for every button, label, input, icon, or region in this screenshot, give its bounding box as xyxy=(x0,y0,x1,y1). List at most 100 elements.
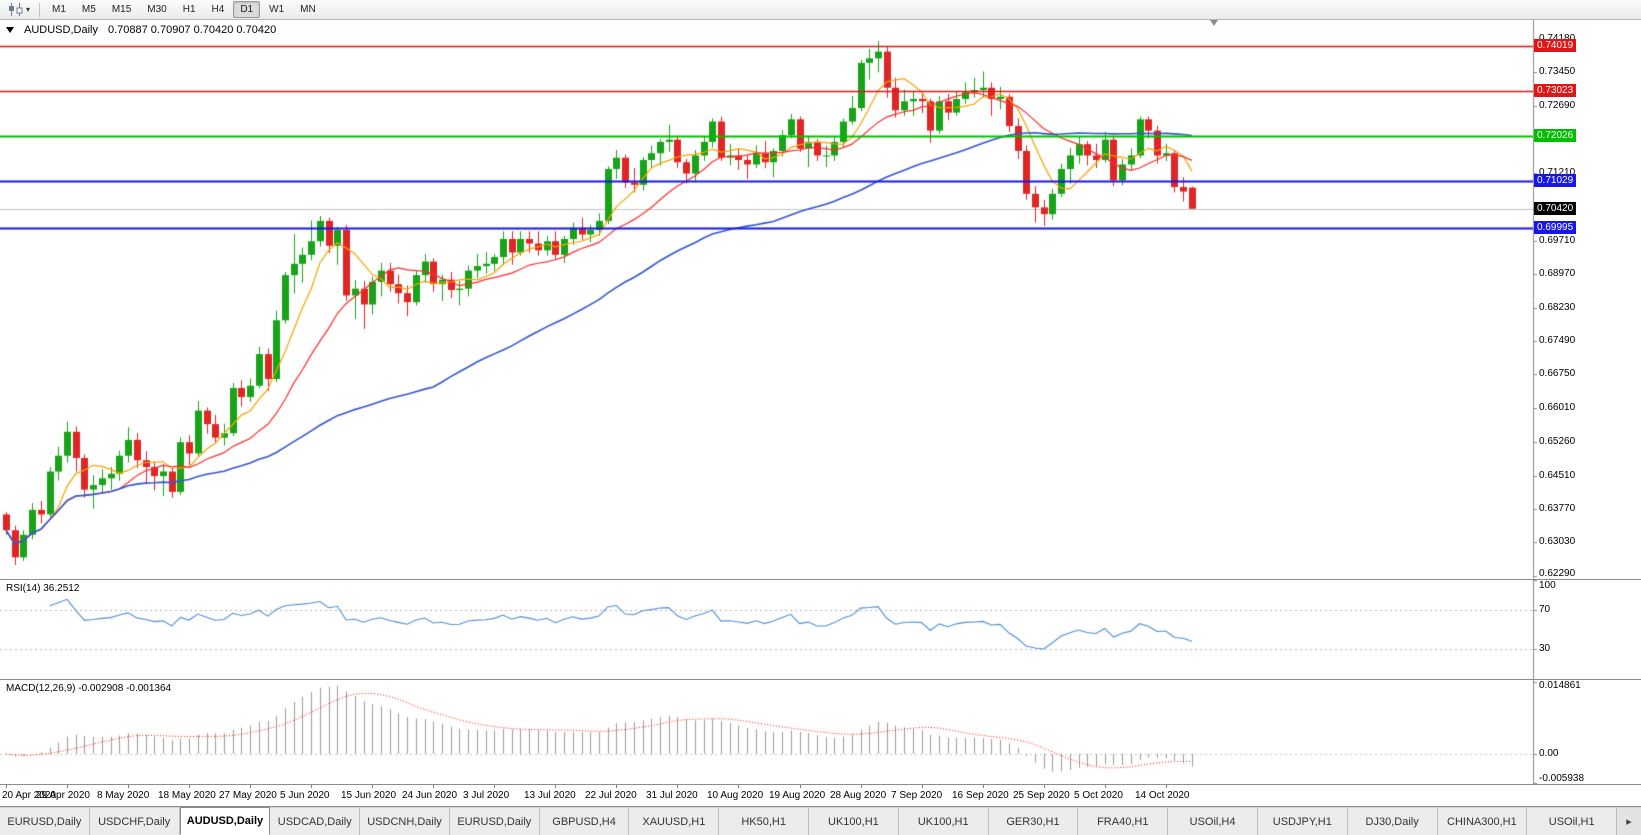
timeframe-button-d1[interactable]: D1 xyxy=(233,1,261,18)
time-axis-label: 15 Jun 2020 xyxy=(341,790,397,801)
price-axis-tick: 0.65260 xyxy=(1539,435,1576,447)
tab-3-usdcad-daily[interactable]: USDCAD,Daily xyxy=(270,807,361,835)
time-axis-tick xyxy=(372,785,373,788)
time-axis-label: 13 Jul 2020 xyxy=(524,790,576,801)
timeframe-toolbar: ▾ M1 M5 M15 M30 H1 H4 D1 W1 MN xyxy=(0,0,1641,20)
tabs-scroll-right-button[interactable]: ▸ xyxy=(1617,807,1641,835)
tab-5-eurusd-daily[interactable]: EURUSD,Daily xyxy=(449,807,540,835)
chart-shift-marker-icon[interactable] xyxy=(1209,20,1218,26)
tab-4-usdcnh-daily[interactable]: USDCNH,Daily xyxy=(360,807,450,835)
chart-menu-arrow-icon[interactable] xyxy=(6,27,14,33)
chart-tab-bar: EURUSD,Daily USDCHF,Daily AUDUSD,Daily USDC… xyxy=(0,807,1641,835)
macd-axis-tick: -0.005938 xyxy=(1539,773,1585,784)
time-axis-tick xyxy=(1105,785,1106,788)
candlestick-chart-icon xyxy=(9,3,23,16)
tab-7-xauusd-h1[interactable]: XAUUSD,H1 xyxy=(629,807,720,835)
current-price-label: 0.70420 xyxy=(1534,201,1577,215)
time-axis-label: 22 Jul 2020 xyxy=(585,790,637,801)
tab-17-usoil-h1[interactable]: USOil,H1 xyxy=(1527,807,1618,835)
macd-indicator-label: MACD(12,26,9) -0.002908 -0.001364 xyxy=(6,683,172,694)
time-axis-tick xyxy=(433,785,434,788)
price-axis-tick: 0.64510 xyxy=(1539,469,1576,481)
hline-price-label: 0.71029 xyxy=(1534,174,1577,188)
timeframe-button-w1[interactable]: W1 xyxy=(269,4,285,15)
time-axis-label: 19 Aug 2020 xyxy=(769,790,826,801)
tab-9-uk100-h1[interactable]: UK100,H1 xyxy=(809,807,899,835)
price-axis-tick: 0.71210 xyxy=(1539,167,1576,179)
timeframe-button-m1[interactable]: M1 xyxy=(52,4,66,15)
rsi-axis-tick: 100 xyxy=(1539,580,1556,591)
time-axis-tick xyxy=(983,785,984,788)
rsi-indicator-label: RSI(14) 36.2512 xyxy=(6,583,80,594)
time-axis-tick xyxy=(250,785,251,788)
rsi-canvas[interactable] xyxy=(0,580,1641,679)
time-axis-tick xyxy=(128,785,129,788)
macd-axis-tick: 0.00 xyxy=(1539,747,1559,759)
timeframe-buttons: M1 M5 M15 M30 H1 H4 D1 W1 MN xyxy=(45,1,323,18)
tab-13-usoil-h4[interactable]: USOil,H4 xyxy=(1168,807,1258,835)
time-axis-tick xyxy=(6,785,7,788)
time-axis-label: 18 May 2020 xyxy=(158,790,216,801)
time-axis-tick xyxy=(189,785,190,788)
time-axis-label: 28 Aug 2020 xyxy=(830,790,887,801)
time-axis-tick xyxy=(738,785,739,788)
price-axis-tick: 0.68970 xyxy=(1539,268,1576,280)
time-axis-label: 3 Jul 2020 xyxy=(463,790,510,801)
chart-type-button[interactable]: ▾ xyxy=(4,2,34,17)
time-axis-tick xyxy=(861,785,862,788)
tab-15-dj30-daily[interactable]: DJ30,Daily xyxy=(1347,807,1438,835)
chart-title-overlay: AUDUSD,Daily 0.70887 0.70907 0.70420 0.7… xyxy=(6,24,276,36)
time-axis-label: 8 May 2020 xyxy=(97,790,150,801)
timeframe-button-m5[interactable]: M5 xyxy=(81,4,96,15)
time-axis-tick xyxy=(1044,785,1045,788)
tab-10-uk100-h1[interactable]: UK100,H1 xyxy=(898,807,989,835)
time-axis-tick xyxy=(922,785,923,788)
tab-0-eurusd-daily[interactable]: EURUSD,Daily xyxy=(0,807,90,835)
time-axis[interactable]: 20 Apr 2020 29 Apr 2020 8 May 2020 18 May 2… xyxy=(0,785,1641,807)
tab-16-china300-h1[interactable]: CHINA300,H1 xyxy=(1437,807,1528,835)
price-axis-tick: 0.67490 xyxy=(1539,335,1576,347)
time-axis-tick xyxy=(677,785,678,788)
time-axis-label: 29 Apr 2020 xyxy=(36,790,90,801)
timeframe-button-m15[interactable]: M15 xyxy=(111,4,132,15)
time-axis-label: 16 Sep 2020 xyxy=(952,790,1009,801)
main-chart-canvas[interactable] xyxy=(0,20,1641,579)
tab-12-fra40-h1[interactable]: FRA40,H1 xyxy=(1078,807,1169,835)
tab-14-usdjpy-h1[interactable]: USDJPY,H1 xyxy=(1257,807,1348,835)
hline-price-label: 0.73023 xyxy=(1534,84,1577,98)
price-axis-tick: 0.62290 xyxy=(1539,568,1576,579)
price-axis-tick: 0.66010 xyxy=(1539,401,1576,413)
price-axis-tick: 0.63030 xyxy=(1539,536,1576,548)
dropdown-caret-icon: ▾ xyxy=(26,4,31,14)
timeframe-button-m30[interactable]: M30 xyxy=(147,4,167,15)
rsi-panel: RSI(14) 36.2512 100 70 30 xyxy=(0,580,1641,680)
time-axis-label: 25 Sep 2020 xyxy=(1013,790,1070,801)
time-axis-label: 7 Sep 2020 xyxy=(891,790,943,801)
time-axis-tick xyxy=(800,785,801,788)
tab-2-audusd-daily[interactable]: AUDUSD,Daily xyxy=(179,807,271,835)
chart-ohlc-values: 0.70887 0.70907 0.70420 0.70420 xyxy=(107,24,277,36)
macd-panel: MACD(12,26,9) -0.002908 -0.001364 0.0148… xyxy=(0,680,1641,785)
tab-6-gbpusd-h4[interactable]: GBPUSD,H4 xyxy=(539,807,630,835)
time-axis-label: 5 Jun 2020 xyxy=(280,790,330,801)
tab-11-ger30-h1[interactable]: GER30,H1 xyxy=(988,807,1079,835)
time-axis-tick xyxy=(555,785,556,788)
time-axis-tick xyxy=(494,785,495,788)
main-chart-panel: AUDUSD,Daily 0.70887 0.70907 0.70420 0.7… xyxy=(0,20,1641,580)
price-axis-tick: 0.72690 xyxy=(1539,100,1576,112)
toolbar-separator xyxy=(39,2,41,17)
time-axis-tick xyxy=(616,785,617,788)
macd-canvas[interactable] xyxy=(0,680,1641,784)
time-axis-label: 27 May 2020 xyxy=(219,790,277,801)
chart-symbol-title: AUDUSD,Daily xyxy=(24,24,98,36)
tab-1-usdchf-daily[interactable]: USDCHF,Daily xyxy=(89,807,180,835)
time-axis-label: 24 Jun 2020 xyxy=(402,790,458,801)
timeframe-button-h4[interactable]: H4 xyxy=(211,4,225,15)
time-axis-label: 14 Oct 2020 xyxy=(1135,790,1190,801)
timeframe-button-mn[interactable]: MN xyxy=(300,4,316,15)
timeframe-button-h1[interactable]: H1 xyxy=(182,4,196,15)
tab-8-hk50-h1[interactable]: HK50,H1 xyxy=(719,807,810,835)
rsi-axis-tick: 30 xyxy=(1539,643,1551,655)
time-axis-tick xyxy=(311,785,312,788)
